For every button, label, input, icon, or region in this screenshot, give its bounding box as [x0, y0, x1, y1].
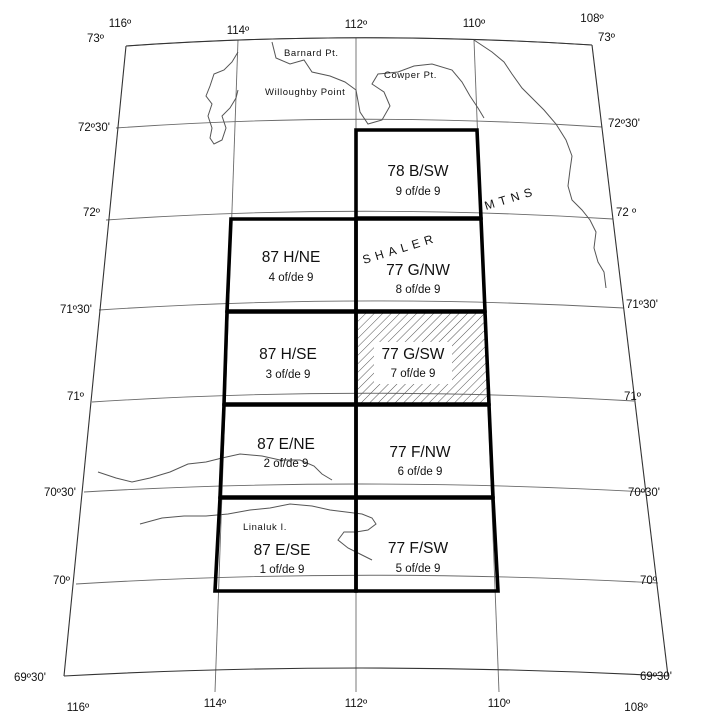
sheet-number: 2 of/de 9	[264, 458, 309, 470]
parallel-71-30	[98, 300, 625, 311]
lon-label-bottom: 116º	[67, 702, 90, 714]
lat-label-left: 72º30'	[78, 122, 110, 134]
lon-label-bottom: 110º	[488, 698, 511, 710]
coastline-east	[473, 39, 607, 289]
lat-label-left: 72º	[83, 207, 101, 219]
sheet-77g-nw[interactable]: 77 G/NW 8 of/de 9	[354, 217, 487, 313]
sheet-77g-sw[interactable]: 77 G/SW 7 of/de 9	[354, 310, 491, 406]
map-frame	[63, 37, 669, 677]
sheet-number: 7 of/de 9	[391, 368, 436, 380]
sheet-78b-sw[interactable]: 78 B/SW 9 of/de 9	[354, 128, 483, 220]
sheet-number: 5 of/de 9	[396, 563, 441, 575]
lat-label-left: 71º	[67, 391, 85, 403]
parallel-70-30	[83, 483, 647, 493]
lat-label-left: 71º30'	[60, 304, 92, 316]
longitude-labels-top: 116º 114º 112º 110º 108º	[109, 13, 605, 37]
longitude-labels-bottom: 116º 114º 112º 110º 108º	[67, 698, 649, 714]
place-barnard-pt: Barnard Pt.	[284, 48, 339, 59]
frame-right	[591, 44, 669, 677]
sheet-label-background	[374, 342, 452, 384]
place-linaluk-island: Linaluk I.	[243, 522, 287, 533]
lon-label-top: 114º	[227, 25, 250, 37]
lat-label-left: 70º30'	[44, 487, 76, 499]
lat-label-right: 72º30'	[608, 118, 640, 130]
lat-label-right: 72 º	[616, 207, 637, 219]
sheet-outline	[354, 496, 500, 593]
sheet-code: 77 G/NW	[386, 262, 450, 279]
latitude-labels-right: 73º 72º30' 72 º 71º30' 71º 70º30' 70º 69…	[598, 32, 672, 683]
sheet-77f-sw[interactable]: 77 F/SW 5 of/de 9	[354, 496, 500, 593]
frame-bottom	[63, 667, 669, 677]
sheet-code: 78 B/SW	[387, 163, 449, 180]
lon-label-top: 110º	[463, 18, 486, 30]
sheet-87h-se[interactable]: 87 H/SE 3 of/de 9	[222, 310, 358, 406]
parallel-70	[75, 574, 659, 585]
lat-label-right: 73º	[598, 32, 616, 44]
sheet-code: 87 H/NE	[262, 249, 321, 266]
lon-label-top: 108º	[580, 13, 604, 25]
coastlines	[97, 39, 607, 561]
frame-left	[63, 45, 127, 677]
sheet-code: 77 G/SW	[382, 346, 445, 363]
lon-label-bottom: 112º	[345, 698, 368, 710]
sheet-number: 3 of/de 9	[266, 369, 311, 381]
place-willoughby-point: Willoughby Point	[265, 87, 345, 98]
sheet-77f-nw[interactable]: 77 F/NW 6 of/de 9	[354, 403, 495, 499]
lat-label-left: 70º	[53, 575, 71, 587]
sheet-number: 9 of/de 9	[396, 186, 441, 198]
sheet-87e-ne[interactable]: 87 E/NE 2 of/de 9	[218, 403, 358, 499]
lat-label-left: 69º30'	[14, 672, 46, 684]
lon-label-bottom: 114º	[204, 698, 227, 710]
lon-label-top: 116º	[109, 18, 132, 30]
place-cowper-pt: Cowper Pt.	[384, 70, 437, 81]
sheet-number: 6 of/de 9	[398, 466, 443, 478]
sheet-code: 87 E/SE	[254, 542, 311, 559]
sheet-number: 1 of/de 9	[260, 564, 305, 576]
coastline-linaluk	[139, 503, 377, 561]
lat-label-right: 71º	[624, 391, 642, 403]
lat-label-right: 70º	[640, 575, 658, 587]
sheet-code: 77 F/NW	[389, 444, 451, 461]
sheet-number: 4 of/de 9	[269, 272, 314, 284]
coastline-north	[271, 41, 485, 125]
parallel-72-30	[115, 118, 603, 129]
lat-label-right: 71º30'	[626, 299, 658, 311]
sheet-87h-ne[interactable]: 87 H/NE 4 of/de 9	[225, 217, 358, 313]
coastline-west-bay	[205, 51, 239, 145]
sheet-number: 8 of/de 9	[396, 284, 441, 296]
place-mtns: MTNS	[483, 184, 539, 213]
sheet-code: 77 F/SW	[388, 540, 449, 557]
sheet-code: 87 E/NE	[257, 436, 315, 453]
latitude-labels-left: 73º 72º30' 72º 71º30' 71º 70º30' 70º 69º…	[14, 33, 110, 684]
lat-label-right: 69º30'	[640, 671, 672, 683]
map-sheets: 78 B/SW 9 of/de 9 87 H/NE 4 of/de 9 77 G…	[213, 128, 500, 593]
sheet-code: 87 H/SE	[259, 346, 317, 363]
lat-label-left: 73º	[87, 33, 105, 45]
frame-top	[125, 37, 593, 47]
lon-label-top: 112º	[345, 19, 368, 31]
lat-label-right: 70º30'	[628, 487, 660, 499]
lon-label-bottom: 108º	[624, 702, 648, 714]
